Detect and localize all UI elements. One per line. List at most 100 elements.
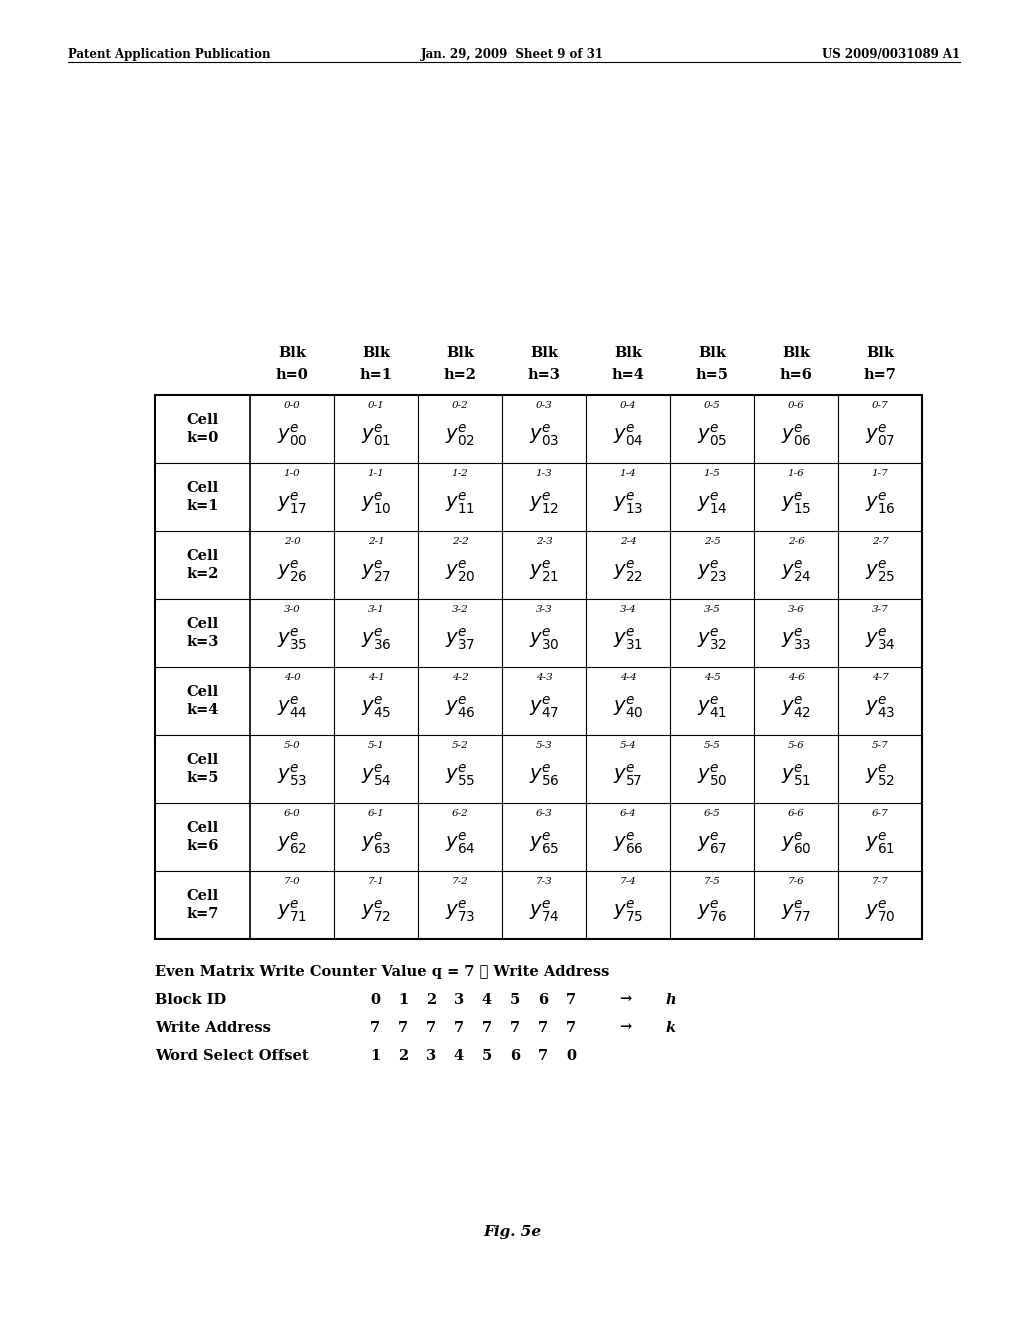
- Text: k=1: k=1: [186, 499, 219, 513]
- Text: 5-7: 5-7: [871, 741, 889, 750]
- Text: 0-4: 0-4: [620, 401, 636, 411]
- Text: $y^{e}_{24}$: $y^{e}_{24}$: [780, 558, 811, 583]
- Text: 7: 7: [566, 1020, 577, 1035]
- Text: 0: 0: [566, 1049, 575, 1063]
- Text: $y^{e}_{30}$: $y^{e}_{30}$: [528, 626, 559, 652]
- Text: 5-4: 5-4: [620, 741, 636, 750]
- Text: $y^{e}_{77}$: $y^{e}_{77}$: [781, 898, 811, 924]
- Text: 4-7: 4-7: [871, 673, 889, 682]
- Text: $y^{e}_{25}$: $y^{e}_{25}$: [865, 558, 895, 583]
- Text: h=3: h=3: [527, 368, 560, 381]
- Text: $y^{e}_{44}$: $y^{e}_{44}$: [276, 694, 307, 719]
- Text: h=7: h=7: [863, 368, 896, 381]
- Text: $y^{e}_{46}$: $y^{e}_{46}$: [444, 694, 475, 719]
- Text: 7: 7: [566, 993, 577, 1007]
- Text: Blk: Blk: [362, 346, 390, 360]
- Text: $y^{e}_{41}$: $y^{e}_{41}$: [697, 694, 727, 719]
- Text: $y^{e}_{47}$: $y^{e}_{47}$: [528, 694, 559, 719]
- Text: 2: 2: [426, 993, 436, 1007]
- Text: $y^{e}_{07}$: $y^{e}_{07}$: [865, 422, 895, 447]
- Text: k: k: [665, 1020, 675, 1035]
- Text: 1: 1: [398, 993, 409, 1007]
- Text: $y^{e}_{31}$: $y^{e}_{31}$: [613, 626, 643, 652]
- Text: 4: 4: [454, 1049, 464, 1063]
- Text: $y^{e}_{73}$: $y^{e}_{73}$: [444, 898, 475, 924]
- Text: $y^{e}_{11}$: $y^{e}_{11}$: [445, 490, 475, 516]
- Text: 7: 7: [398, 1020, 408, 1035]
- Text: 3-4: 3-4: [620, 605, 636, 614]
- Text: Blk: Blk: [278, 346, 306, 360]
- Text: 5-6: 5-6: [787, 741, 805, 750]
- Text: $y^{e}_{75}$: $y^{e}_{75}$: [613, 898, 643, 924]
- Text: $y^{e}_{51}$: $y^{e}_{51}$: [781, 762, 811, 788]
- Text: 7-2: 7-2: [452, 876, 468, 886]
- Text: 6-4: 6-4: [620, 809, 636, 818]
- Text: 1-7: 1-7: [871, 469, 889, 478]
- Text: $y^{e}_{64}$: $y^{e}_{64}$: [444, 830, 475, 855]
- Text: 0: 0: [370, 993, 380, 1007]
- Text: 6-7: 6-7: [871, 809, 889, 818]
- Text: Block ID: Block ID: [155, 993, 226, 1007]
- Text: 7-4: 7-4: [620, 876, 636, 886]
- Text: $y^{e}_{55}$: $y^{e}_{55}$: [444, 762, 475, 788]
- Text: 3-0: 3-0: [284, 605, 300, 614]
- Text: Patent Application Publication: Patent Application Publication: [68, 48, 270, 61]
- Text: 1-6: 1-6: [787, 469, 805, 478]
- Text: $y^{e}_{23}$: $y^{e}_{23}$: [697, 558, 727, 583]
- Text: 4-5: 4-5: [703, 673, 720, 682]
- Text: k=7: k=7: [186, 907, 219, 921]
- Text: 4-0: 4-0: [284, 673, 300, 682]
- Text: Fig. 5e: Fig. 5e: [483, 1225, 541, 1239]
- Text: $y^{e}_{03}$: $y^{e}_{03}$: [528, 422, 559, 447]
- Text: 6-6: 6-6: [787, 809, 805, 818]
- Text: 7: 7: [538, 1049, 548, 1063]
- Text: $y^{e}_{52}$: $y^{e}_{52}$: [865, 762, 895, 788]
- Text: 7-5: 7-5: [703, 876, 720, 886]
- Text: $y^{e}_{65}$: $y^{e}_{65}$: [528, 830, 559, 855]
- Text: 2-2: 2-2: [452, 537, 468, 546]
- Text: $y^{e}_{37}$: $y^{e}_{37}$: [444, 626, 475, 652]
- Text: $y^{e}_{05}$: $y^{e}_{05}$: [697, 422, 727, 447]
- Text: 0-6: 0-6: [787, 401, 805, 411]
- Text: $y^{e}_{60}$: $y^{e}_{60}$: [780, 830, 811, 855]
- Text: $y^{e}_{26}$: $y^{e}_{26}$: [276, 558, 307, 583]
- Text: Blk: Blk: [866, 346, 894, 360]
- Text: k=5: k=5: [186, 771, 219, 785]
- Text: 2-7: 2-7: [871, 537, 889, 546]
- Text: 0-7: 0-7: [871, 401, 889, 411]
- Text: $y^{e}_{71}$: $y^{e}_{71}$: [276, 898, 307, 924]
- Text: $y^{e}_{10}$: $y^{e}_{10}$: [360, 490, 391, 516]
- Text: Cell: Cell: [186, 752, 219, 767]
- Text: 2-6: 2-6: [787, 537, 805, 546]
- Text: Even Matrix Write Counter Value q = 7 ≙ Write Address: Even Matrix Write Counter Value q = 7 ≙ …: [155, 965, 609, 979]
- Text: 2-0: 2-0: [284, 537, 300, 546]
- Text: $y^{e}_{16}$: $y^{e}_{16}$: [864, 490, 895, 516]
- Text: 4-6: 4-6: [787, 673, 805, 682]
- Text: k=2: k=2: [186, 568, 219, 581]
- Text: 4-2: 4-2: [452, 673, 468, 682]
- Text: 7: 7: [510, 1020, 520, 1035]
- Text: Blk: Blk: [782, 346, 810, 360]
- Text: Word Select Offset: Word Select Offset: [155, 1049, 308, 1063]
- Text: $y^{e}_{61}$: $y^{e}_{61}$: [865, 830, 895, 855]
- Text: $y^{e}_{66}$: $y^{e}_{66}$: [612, 830, 643, 855]
- Text: 4-1: 4-1: [368, 673, 384, 682]
- Text: 5-3: 5-3: [536, 741, 552, 750]
- Text: Blk: Blk: [698, 346, 726, 360]
- Text: $y^{e}_{13}$: $y^{e}_{13}$: [613, 490, 643, 516]
- Text: $y^{e}_{43}$: $y^{e}_{43}$: [865, 694, 895, 719]
- Text: $y^{e}_{12}$: $y^{e}_{12}$: [529, 490, 559, 516]
- Text: 3-5: 3-5: [703, 605, 720, 614]
- Text: $y^{e}_{33}$: $y^{e}_{33}$: [781, 626, 811, 652]
- Text: 7: 7: [454, 1020, 464, 1035]
- Text: h=1: h=1: [359, 368, 392, 381]
- Text: $y^{e}_{45}$: $y^{e}_{45}$: [360, 694, 391, 719]
- Text: 6-1: 6-1: [368, 809, 384, 818]
- Text: Cell: Cell: [186, 480, 219, 495]
- Text: 1-3: 1-3: [536, 469, 552, 478]
- Text: $y^{e}_{36}$: $y^{e}_{36}$: [360, 626, 391, 652]
- Text: 2: 2: [398, 1049, 409, 1063]
- Text: 7: 7: [482, 1020, 493, 1035]
- Text: $y^{e}_{74}$: $y^{e}_{74}$: [528, 898, 559, 924]
- Text: k=6: k=6: [186, 840, 219, 853]
